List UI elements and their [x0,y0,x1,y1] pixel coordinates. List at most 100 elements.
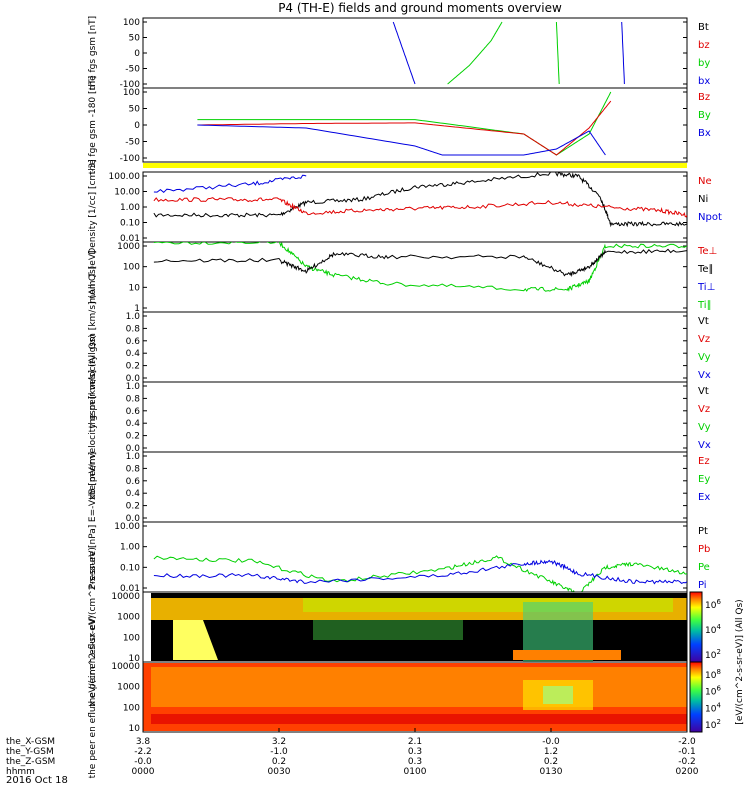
colorbar-tick-label: 106 [705,598,721,611]
orbit-row-value: -2.2 [134,747,152,757]
legend-entry-Vx: Vx [698,370,711,381]
spectrogram-band-mid [151,667,687,707]
y-axis-label-pressure: Pressure [nPa] [88,525,98,590]
legend-entry-by: by [698,58,710,69]
y-tick-label: 0.6 [126,337,141,347]
y-tick-label: 10.00 [114,188,140,198]
orbit-row-value: 0000 [132,767,155,777]
panel-frame-e_vxb [142,451,688,523]
y-tick-label: 0.2 [126,432,140,442]
y-tick-label: 1000 [117,683,140,693]
colorbar-tick-label: 102 [705,718,721,731]
y-tick-label: 0.4 [126,489,141,499]
spectrogram-core [543,686,573,704]
orbit-row-label: the_Y-GSM [6,747,54,757]
y-tick-label: -100 [120,80,141,90]
colorbar-tick-label: 104 [705,701,721,714]
y-tick-label: 100 [123,703,140,713]
y-tick-label: 1.0 [126,452,141,462]
orbit-row-value: 0.3 [408,757,422,767]
legend-entry-Vt: Vt [698,386,709,397]
legend-entry-Pi: Pi [698,580,707,591]
legend-entry-Bx: Bx [698,128,711,139]
legend-entry-bx: bx [698,76,710,87]
legend-entry-Bz: Bz [698,92,710,103]
legend-entry-Ex: Ex [698,492,710,503]
orbit-row-value: 2.1 [408,737,422,747]
y-tick-label: 10000 [111,662,140,672]
series-line-bx [392,21,416,85]
y-axis-label-fgs: the fgs gsm [nT] [88,16,98,90]
y-tick-label: 1 [134,304,140,314]
orbit-row-value: 3.2 [272,737,286,747]
orbit-row-value: 0200 [676,767,699,777]
panel-frame-pressure [142,521,688,593]
legend-entry-Bt: Bt [698,22,709,33]
data-quality-bar [143,163,687,168]
y-tick-label: 1.0 [126,382,141,392]
legend-entry-Vy: Vy [698,352,711,363]
y-tick-label: -50 [125,138,140,148]
y-tick-label: 0.10 [120,219,140,229]
series-line-Npot [153,174,307,193]
y-tick-label: 0.0 [126,374,141,384]
colorbar-label: [eV/(cm^2-s-sr-eV)] (All Qs) [735,599,745,724]
y-tick-label: 0.0 [126,444,141,454]
legend-entry-Ti⊥: Ti⊥ [697,282,715,293]
y-tick-label: 100 [123,18,140,28]
legend-entry-Ti∥: Ti∥ [697,300,712,311]
legend-entry-Vz: Vz [698,334,710,345]
legend-entry-Vz: Vz [698,404,710,415]
colorbar-tick-label: 106 [705,685,721,698]
series-line-Te∥ [153,248,687,278]
y-tick-label: 100 [123,633,140,643]
legend-entry-By: By [698,110,711,121]
y-tick-label: 50 [129,34,141,44]
y-tick-label: 0.10 [120,563,140,573]
colorbar-bottom [689,661,703,733]
legend-entry-Npot: Npot [698,212,722,223]
y-tick-label: 10 [129,654,141,664]
y-tick-label: 0.4 [126,349,141,359]
legend-entry-Te⊥: Te⊥ [697,246,717,257]
orbit-row-value: -1.0 [270,747,288,757]
series-line-by [447,21,503,85]
orbit-row-value: 0.2 [544,757,558,767]
y-axis-label-density: Density [1/cc] [cm-3] [88,159,98,254]
legend-entry-Vt: Vt [698,316,709,327]
orbit-row-value: -0.1 [678,747,696,757]
orbit-row-value: -0.2 [678,757,696,767]
orbit-row-label: the_Z-GSM [6,757,55,767]
y-tick-label: 0 [134,121,140,131]
y-tick-label: 10000 [111,592,140,602]
orbit-row-value: 0.2 [272,757,286,767]
orbit-row-value: 3.8 [136,737,151,747]
series-line-Pi [153,559,687,585]
legend-entry-Pe: Pe [698,562,710,573]
spectrogram-gap [143,593,151,661]
legend-entry-Pt: Pt [698,526,708,537]
orbit-row-value: 0.3 [408,747,422,757]
panel-frame-peir_velocity [142,311,688,383]
y-tick-label: 1.00 [120,203,140,213]
y-tick-label: 0.0 [126,514,141,524]
y-tick-label: -50 [125,65,140,75]
series-line-Ni [153,172,687,228]
y-axis-label-peer_velocity: the peer velocity gsm [km/s] (All Qs) [88,334,98,499]
y-axis-label-e_vxb: E=-VxB [mV/m] [88,452,98,522]
y-axis-label-peer_eflux: the peer en eflux eV/(cm^2-s-sr-eV) [88,616,98,779]
legend-entry-Ne: Ne [698,176,712,187]
series-line-Pe [153,555,687,592]
legend-entry-Vx: Vx [698,440,711,451]
y-tick-label: 0.6 [126,477,141,487]
y-tick-label: 0.2 [126,362,140,372]
y-tick-label: 0.2 [126,502,140,512]
y-tick-label: 1.00 [120,543,140,553]
colorbar-tick-label: 108 [705,668,721,681]
y-tick-label: 10 [129,724,141,734]
orbit-row-label: the_X-GSM [6,737,55,747]
y-axis-label-mom_temp: mom T [eV] [88,251,98,304]
spectrogram-band-low [151,714,687,724]
